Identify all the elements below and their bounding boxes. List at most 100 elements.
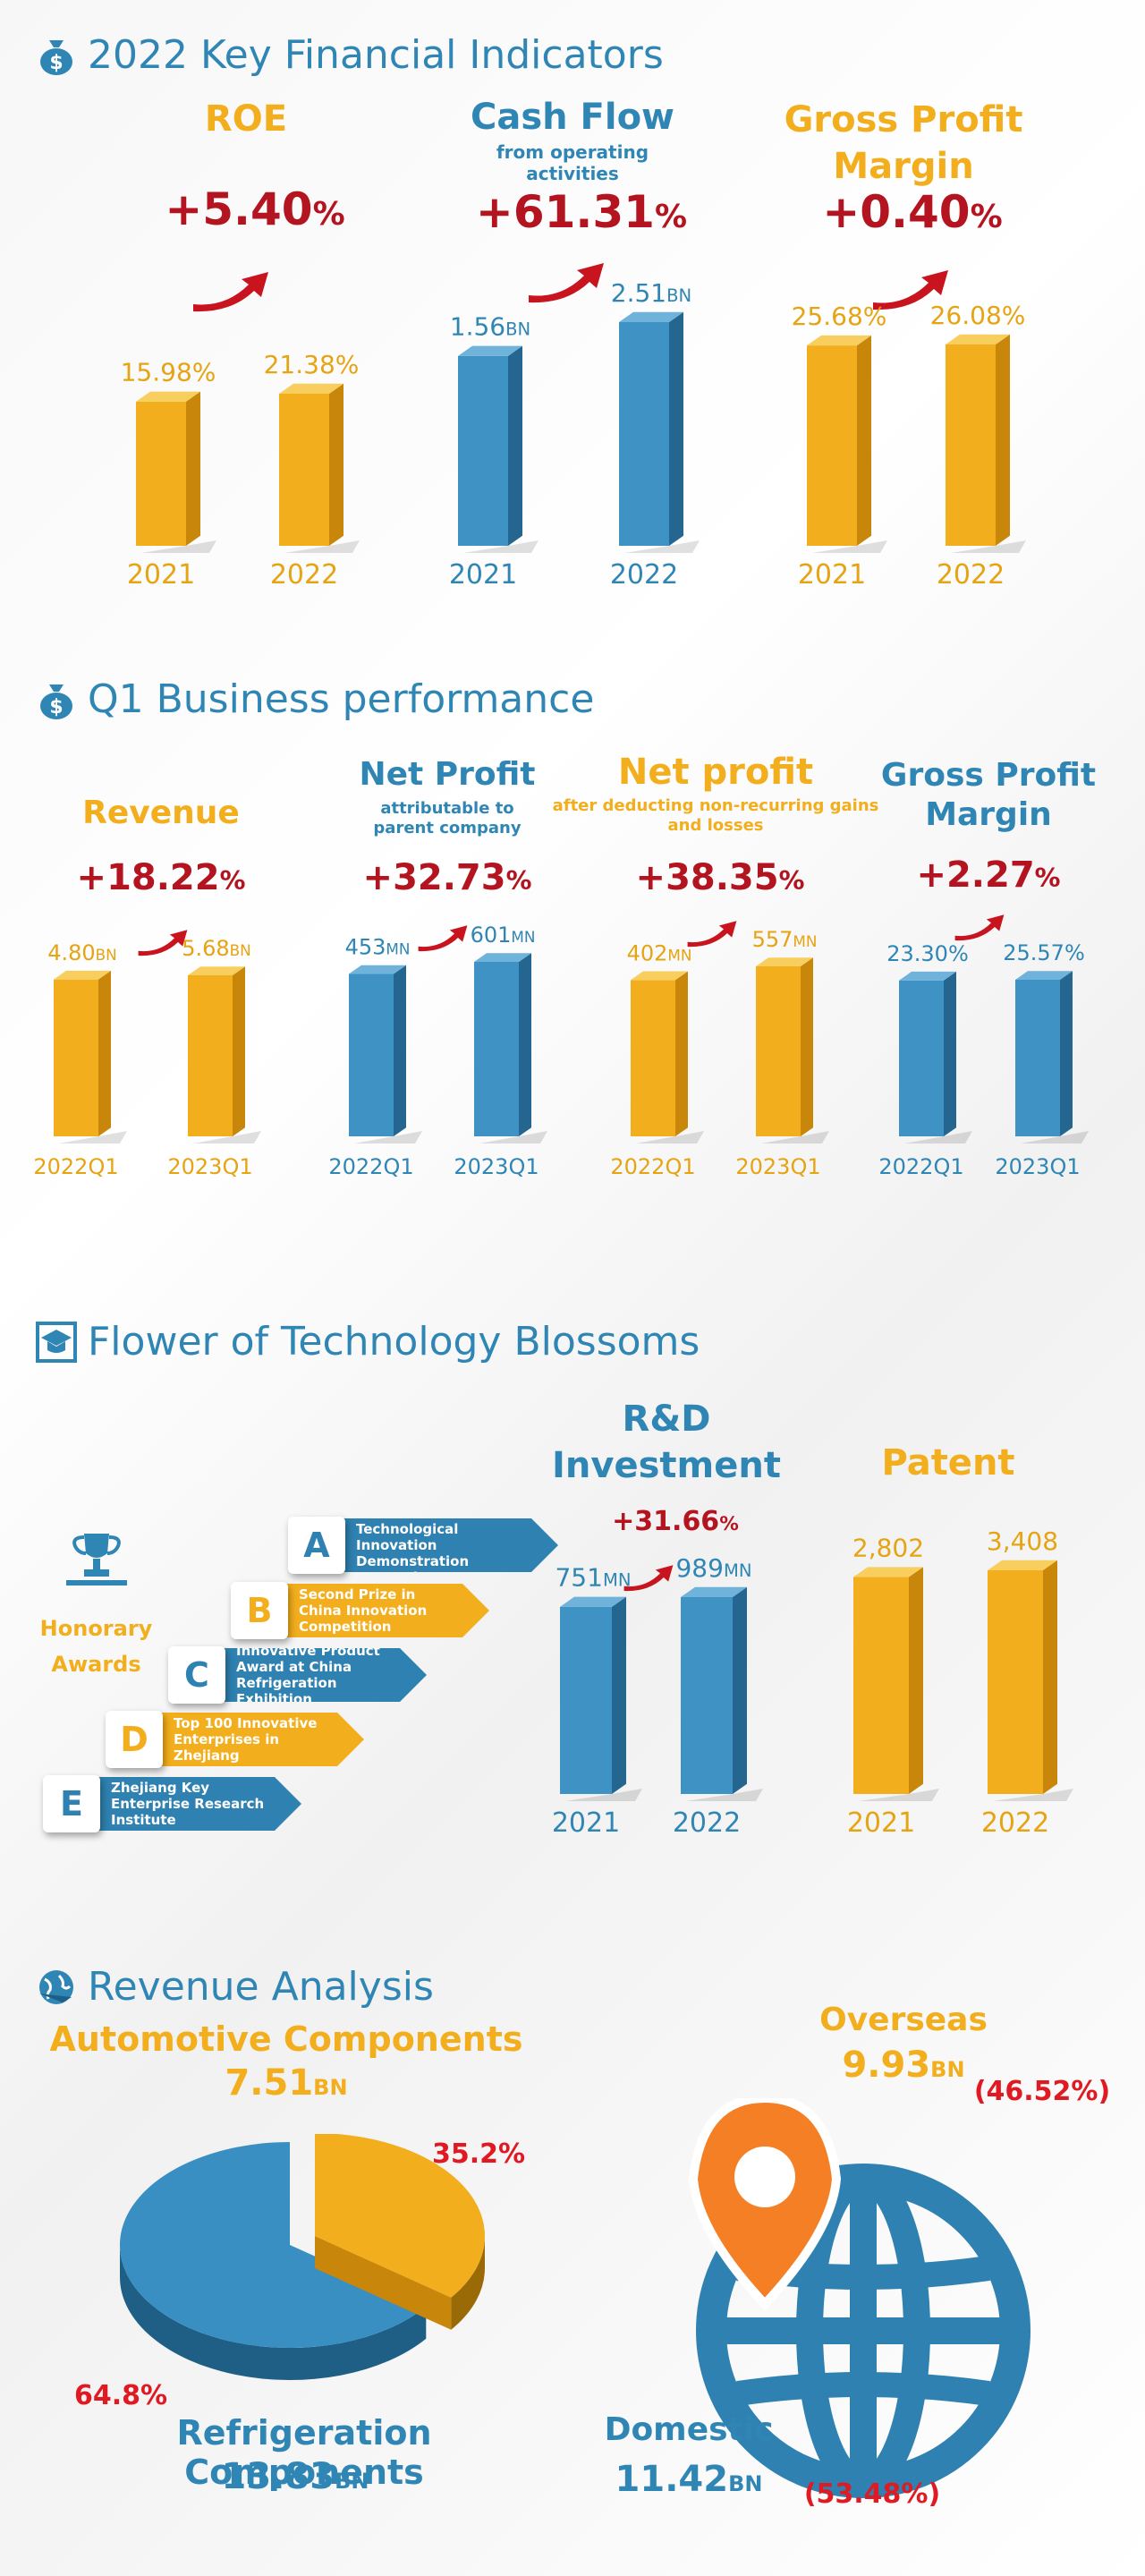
arrow-up-icon [687,921,737,948]
tick-label: 2022Q1 [610,1154,695,1179]
data-label: 15.98% [121,358,216,387]
bar-shadow [479,1131,547,1143]
chart-gpm2022: 25.68% 2021 26.08% 2022 [792,301,1026,591]
automotive-share: 35.2% [431,2138,526,2170]
data-label: 1.56BN [450,312,530,342]
bar-side [98,970,111,1136]
award-letter: E [43,1775,100,1832]
bar-side [857,335,871,546]
chart-rd: 751MN 2021 989MN 2022 [552,1553,763,1839]
bar-shadow [636,1131,704,1143]
bar-2023Q1 [756,966,801,1136]
tick-label: 2021 [449,559,517,591]
q1-npd-title: Net profit [617,752,814,793]
gpm-change: +0.40% [822,186,1003,238]
honorary-awards-label: Honorary Awards [39,1616,153,1677]
bar-top [54,970,111,980]
overseas-share: (46.52%) [973,2076,1111,2107]
award-text: Zhejiang Key Enterprise Research Institu… [91,1777,301,1831]
award-letter: A [288,1517,345,1574]
chart-roe: 15.98% 2021 21.38% 2022 [121,350,360,591]
bar-top [619,311,683,322]
q1-npd-change: +38.35% [635,857,805,898]
data-label: 21.38% [264,350,360,379]
data-label: 453MN [345,935,411,960]
data-label: 5.68BN [182,936,251,961]
arrow-up-icon [193,272,268,312]
bar-side [1043,1560,1057,1794]
q1-revenue-change: +18.22% [76,857,246,898]
award-e: E Zhejiang Key Enterprise Research Insti… [43,1775,301,1832]
globe-pin-icon [688,2098,1030,2498]
gpm-title: Gross Profit Margin [784,99,1023,187]
tick-label: 2023Q1 [167,1154,252,1179]
data-label: 25.57% [1003,940,1085,965]
bar-side [1060,971,1073,1136]
data-label: 25.68% [792,302,887,331]
tick-label: 2021 [127,559,195,591]
bar-shadow [951,540,1026,553]
bar-shadow [59,1131,127,1143]
chart-patent: 2,802 2021 3,408 2022 [847,1526,1073,1839]
award-d: D Top 100 Innovative Enterprises in Zhej… [106,1711,364,1768]
domestic-share: (53.48%) [803,2478,941,2510]
bar-side [733,1586,747,1794]
pie-rim-automotive [451,2236,485,2330]
bar-top [1015,971,1073,980]
q1-netprofit-subtitle: attributable to parent company [373,799,522,837]
award-b: B Second Prize in China Innovation Compe… [231,1582,489,1639]
award-c: C Innovative Product Award at China Refr… [168,1648,427,1702]
bar-top [988,1560,1057,1570]
data-label: 557MN [752,927,818,952]
bar-shadow [624,540,700,553]
refrigeration-share: 64.8% [73,2380,168,2411]
bar-2022 [946,344,996,546]
award-letter: D [106,1711,163,1768]
tick-label: 2022 [937,559,1005,591]
tick-label: 2022Q1 [878,1154,963,1179]
tick-label: 2021 [847,1807,915,1839]
overseas-value: 9.93BN [842,2045,965,2086]
domestic-value: 11.42BN [615,2459,763,2500]
roe-title: ROE [204,98,288,140]
arrow-up-icon [418,925,468,952]
pie-segments [119,2134,485,2380]
cashflow-title: Cash Flow [470,97,675,138]
refrigeration-value: 13.83BN [221,2456,369,2497]
chart-q1rev: 4.80BN 2022Q1 5.68BN 2023Q1 [33,936,261,1179]
bar-side [519,953,531,1136]
tick-label: 2022 [610,559,678,591]
bar-2022 [619,322,669,546]
arrow-up-icon [623,1565,674,1592]
award-text: Top 100 Innovative Enterprises in Zhejia… [154,1713,364,1766]
bar-shadow [686,1789,763,1801]
bar-2023Q1 [1015,980,1060,1136]
arrow-up-icon [873,270,948,310]
rd-title: R&D Investment [552,1399,781,1486]
award-text: National Technological Innovation Demons… [336,1518,558,1572]
data-label: 601MN [471,922,536,948]
bar-top [474,953,531,962]
tick-label: 2022 [270,559,338,591]
tick-label: 2021 [552,1807,620,1839]
bar-side [508,345,522,546]
bar-2022Q1 [631,980,675,1136]
graduation-cap-icon [36,1321,77,1363]
refrigeration-title: Refrigeration Components [176,2413,432,2492]
pie-slice-automotive [315,2134,485,2298]
domestic-title: Domestic [604,2411,774,2448]
bar-side [801,957,813,1136]
chart-q1gpm: 23.30% 2022Q1 25.57% 2023Q1 [878,940,1089,1179]
bar-side [186,391,200,546]
globe-plane-icon [39,1969,73,2004]
bar-side [233,966,245,1136]
bar-2021 [807,345,857,546]
q1-netprofit-title: Net Profit [359,756,536,793]
section-title-financial: $ 2022 Key Financial Indicators [36,32,664,78]
bar-shadow [859,1789,939,1801]
bar-shadow [141,540,216,553]
pie-slice-refrigeration [119,2142,427,2348]
chart-cashflow: 1.56BN 2021 2.51BN 2022 [449,278,700,591]
arrow-up-icon [529,263,604,303]
award-letter: B [231,1582,288,1639]
